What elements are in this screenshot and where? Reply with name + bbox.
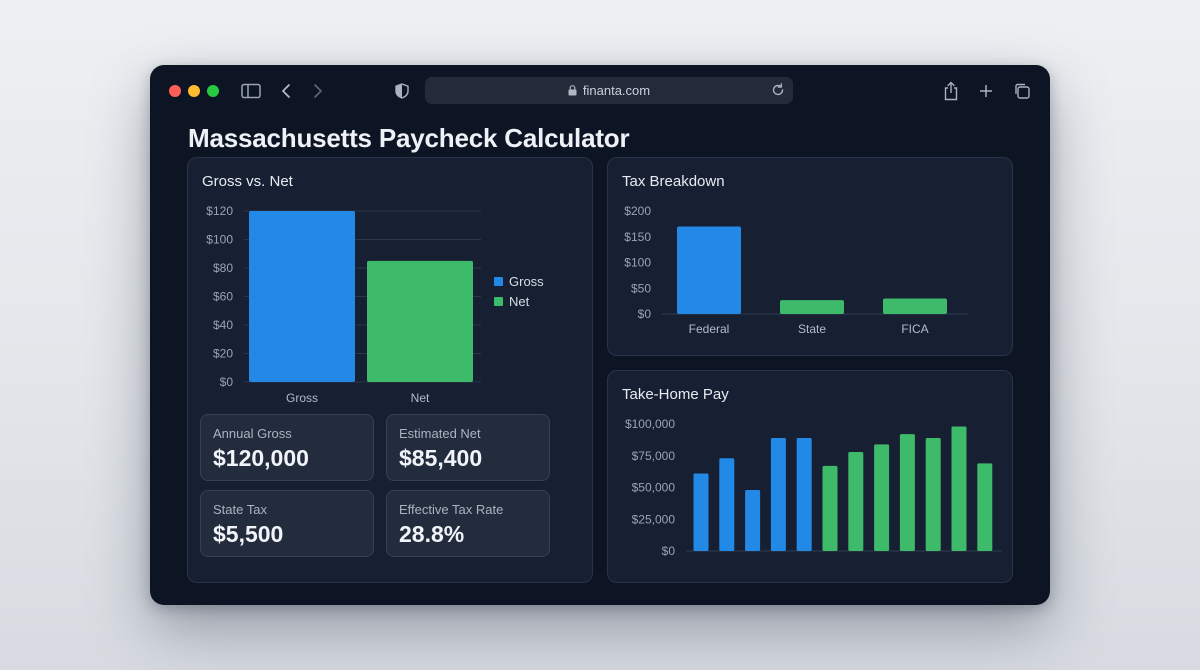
y-tick-label: $50,000 [632,481,676,495]
tax-breakdown-panel: Tax Breakdown $0 $50 $100 $150 $200 Federal St… [607,157,1013,356]
gross-net-legend: Gross Net [494,271,544,311]
x-tick-label: State [798,322,826,336]
bar-gross [249,211,355,382]
minimize-window-button[interactable] [188,85,200,97]
bar-month-3 [745,490,761,551]
stat-label: Annual Gross [213,426,292,441]
y-tick-label: $40 [213,318,233,332]
bar-month-9 [899,434,915,551]
url-text: finanta.com [582,83,651,98]
reload-icon[interactable] [771,82,785,101]
legend-swatch-gross [494,276,503,286]
bar-month-2 [719,458,735,551]
y-tick-label: $60 [213,290,233,304]
x-tick-label: Net [411,391,430,405]
share-icon[interactable] [942,79,960,103]
legend-label-gross: Gross [509,273,544,289]
gross-net-panel: Gross vs. Net $0 $20 $40 $60 $80 $100 $120 Gros… [187,157,593,583]
stat-label: Effective Tax Rate [399,502,504,517]
x-tick-label: FICA [901,322,928,336]
stat-label: State Tax [213,502,267,517]
bar-month-1 [693,473,709,551]
y-tick-label: $100,000 [625,417,675,431]
bar-month-4 [770,437,786,551]
x-tick-label: Federal [689,322,730,336]
y-tick-label: $0 [662,544,676,558]
maximize-window-button[interactable] [207,85,219,97]
bar-net [367,260,473,382]
y-tick-label: $75,000 [632,449,676,463]
y-tick-label: $50 [631,281,651,295]
gross-net-chart: $0 $20 $40 $60 $80 $100 $120 Gross Net [206,204,481,405]
stat-value: $120,000 [213,445,309,471]
tax-breakdown-chart: $0 $50 $100 $150 $200 Federal State FICA [624,204,968,336]
y-tick-label: $0 [638,307,652,321]
back-icon[interactable] [278,79,294,103]
lock-icon [568,85,577,96]
y-tick-label: $100 [624,256,651,270]
bar-month-11 [951,426,967,551]
y-tick-label: $120 [206,204,233,218]
bar-month-10 [925,437,941,551]
stat-card-state-tax: State Tax $5,500 [200,490,374,557]
gross-net-title: Gross vs. Net [202,173,293,190]
y-tick-label: $150 [624,230,651,244]
bar-month-6 [822,465,838,551]
shield-icon[interactable] [393,79,411,103]
sidebar-icon[interactable] [240,79,262,103]
x-tick-label: Gross [286,391,318,405]
legend-item-gross: Gross [494,271,544,291]
take-home-chart: $0 $25,000 $50,000 $75,000 $100,000 [625,417,1002,558]
browser-window: finanta.com Massachusetts Paycheck Calcu… [150,65,1050,605]
stat-card-annual-gross: Annual Gross $120,000 [200,414,374,481]
browser-toolbar: finanta.com [150,65,1050,117]
stat-label: Estimated Net [399,426,481,441]
legend-swatch-net [494,296,503,306]
stat-value: $5,500 [213,521,284,547]
page-title: Massachusetts Paycheck Calculator [188,123,630,153]
stat-value: 28.8% [399,521,465,547]
y-tick-label: $0 [220,375,234,389]
bar-fica [883,298,947,314]
stat-value: $85,400 [399,445,483,471]
y-tick-label: $25,000 [632,512,676,526]
bar-month-5 [796,437,812,551]
take-home-panel: Take-Home Pay $0 $25,000 $50,000 $75,000 $10… [607,370,1013,583]
close-window-button[interactable] [169,85,181,97]
y-tick-label: $80 [213,261,233,275]
stat-card-effective-tax-rate: Effective Tax Rate 28.8% [386,490,550,557]
take-home-title: Take-Home Pay [622,386,729,403]
y-tick-label: $100 [206,233,233,247]
y-tick-label: $20 [213,347,233,361]
bar-month-7 [848,451,864,551]
bar-state [780,300,844,314]
bar-month-8 [874,444,890,551]
y-tick-label: $200 [624,204,651,218]
bar-month-12 [977,463,993,551]
legend-label-net: Net [509,293,530,309]
bar-federal [677,226,741,314]
new-tab-icon[interactable] [977,79,995,103]
tax-breakdown-title: Tax Breakdown [622,173,725,190]
address-bar[interactable]: finanta.com [425,77,793,104]
tabs-icon[interactable] [1012,79,1032,103]
legend-item-net: Net [494,291,544,311]
forward-icon[interactable] [310,79,326,103]
stat-card-estimated-net: Estimated Net $85,400 [386,414,550,481]
